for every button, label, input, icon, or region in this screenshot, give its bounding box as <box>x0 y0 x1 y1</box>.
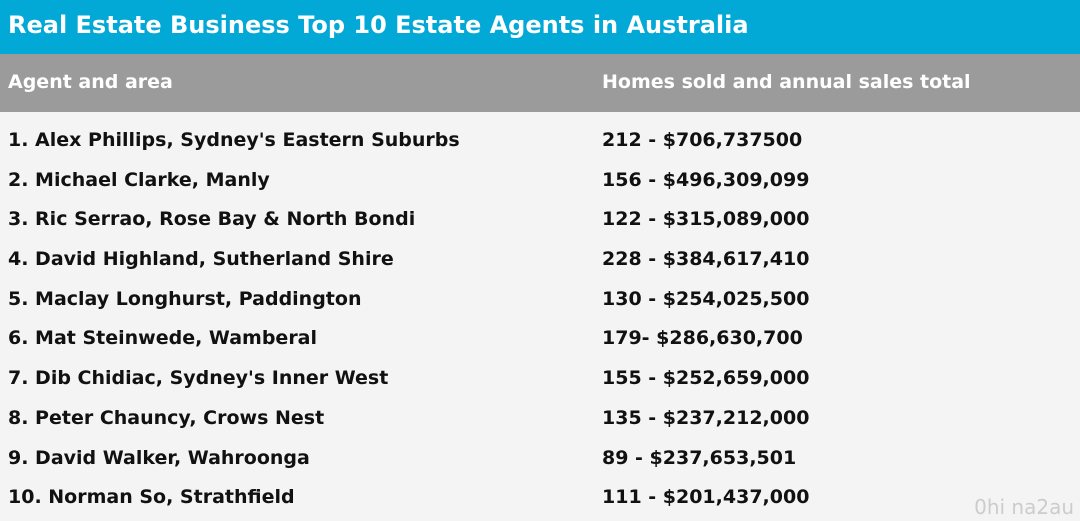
table-cell: 156 - $496,309,099 <box>602 168 810 191</box>
table-cell: 89 - $237,653,501 <box>602 446 797 469</box>
table-row: 2. Michael Clarke, Manly 156 - $496,309,0… <box>0 161 1080 201</box>
table-cell: 122 - $315,089,000 <box>602 208 810 231</box>
column-header: Agent and area <box>8 71 173 93</box>
table-row: 4. David Highland, Sutherland Shire 228 -… <box>0 240 1080 280</box>
table-cell: 135 - $237,212,000 <box>602 406 810 429</box>
table-cell: 228 - $384,617,410 <box>602 248 810 271</box>
table-cell: 8. Peter Chauncy, Crows Nest <box>8 406 325 429</box>
table-cell: 4. David Highland, Sutherland Shire <box>8 248 394 271</box>
table-cell: 7. Dib Chidiac, Sydney's Inner West <box>8 367 389 390</box>
table-row: 7. Dib Chidiac, Sydney's Inner West 155 -… <box>0 359 1080 399</box>
table-row: 5. Maclay Longhurst, Paddington 130 - $25… <box>0 280 1080 320</box>
table-cell: 10. Norman So, Strathfield <box>8 486 295 509</box>
table-cell: 1. Alex Phillips, Sydney's Eastern Subur… <box>8 129 460 151</box>
table-row: 8. Peter Chauncy, Crows Nest 135 - $237,2… <box>0 399 1080 439</box>
table-cell: 111 - $201,437,000 <box>602 486 810 509</box>
table-cell: 212 - $706,737500 <box>602 129 803 151</box>
table-cell: 179- $286,630,700 <box>602 327 803 350</box>
watermark: 0hi na2au <box>974 495 1074 519</box>
table-cell: 155 - $252,659,000 <box>602 367 810 390</box>
table-cell: 6. Mat Steinwede, Wamberal <box>8 327 318 350</box>
table-header: Agent and area Homes sold and annual sal… <box>0 54 1080 112</box>
column-header: Homes sold and annual sales total <box>602 71 971 93</box>
table-cell: 9. David Walker, Wahroonga <box>8 446 310 469</box>
table-row: 9. David Walker, Wahroonga 89 - $237,653,… <box>0 439 1080 479</box>
table-cell: 3. Ric Serrao, Rose Bay & North Bondi <box>8 208 416 231</box>
table-row: 3. Ric Serrao, Rose Bay & North Bondi 122… <box>0 200 1080 240</box>
table-cell: 2. Michael Clarke, Manly <box>8 168 270 191</box>
title: Real Estate Business Top 10 Estate Agent… <box>0 0 1080 54</box>
table-body: 1. Alex Phillips, Sydney's Eastern Subur… <box>0 112 1080 518</box>
table-cell: 5. Maclay Longhurst, Paddington <box>8 287 362 310</box>
table-row: 10. Norman So, Strathfield 111 - $201,437… <box>0 478 1080 518</box>
table-cell: 130 - $254,025,500 <box>602 287 810 310</box>
table-row: 1. Alex Phillips, Sydney's Eastern Subur… <box>0 121 1080 161</box>
table-row: 6. Mat Steinwede, Wamberal 179- $286,630,… <box>0 319 1080 359</box>
